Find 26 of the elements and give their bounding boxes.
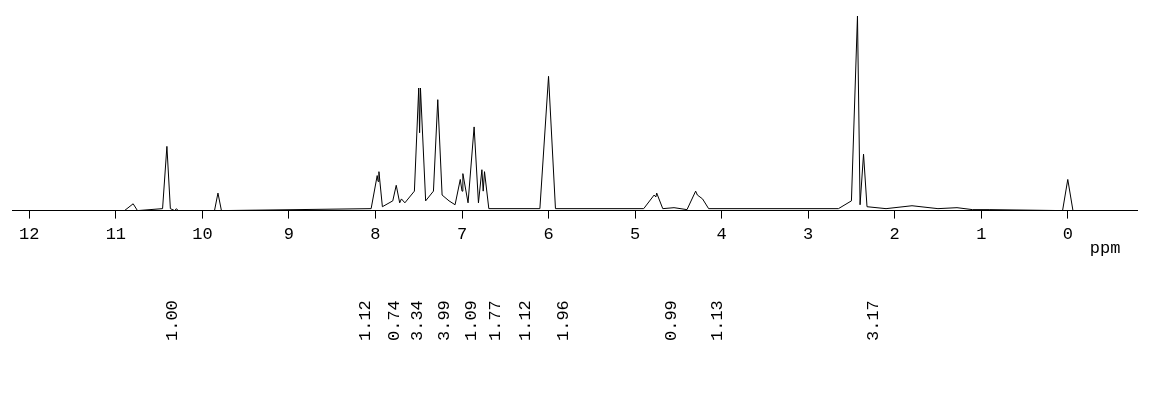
text: 3.17 [864,300,884,342]
x-tick-label: 12 [19,225,40,245]
text: 1.12 [515,300,535,342]
text: 1.12 [355,300,375,342]
text: 1.96 [553,300,573,342]
text: 1.09 [461,300,481,342]
x-tick-label: 6 [543,225,554,245]
x-tick-label: 1 [976,225,987,245]
x-tick-label: 4 [716,225,727,245]
text: 0.99 [661,300,681,342]
text: 3.99 [434,300,454,342]
x-tick-label: 7 [456,225,468,245]
text: 0.74 [385,300,404,342]
x-tick-label: 10 [192,225,213,245]
x-tick-label: 5 [629,225,641,245]
x-tick-label: 0 [1062,225,1073,245]
x-tick-label: 8 [370,225,381,245]
text: 1.13 [707,300,727,342]
text: 1.77 [486,300,506,342]
x-tick-label: 11 [105,225,127,245]
text: 3.34 [407,300,427,342]
x-axis-title: ppm [1089,239,1121,259]
x-tick-label: 2 [889,225,900,245]
x-tick-label: 3 [803,225,814,245]
text: 1.00 [163,300,183,342]
x-tick-label: 9 [283,225,295,245]
